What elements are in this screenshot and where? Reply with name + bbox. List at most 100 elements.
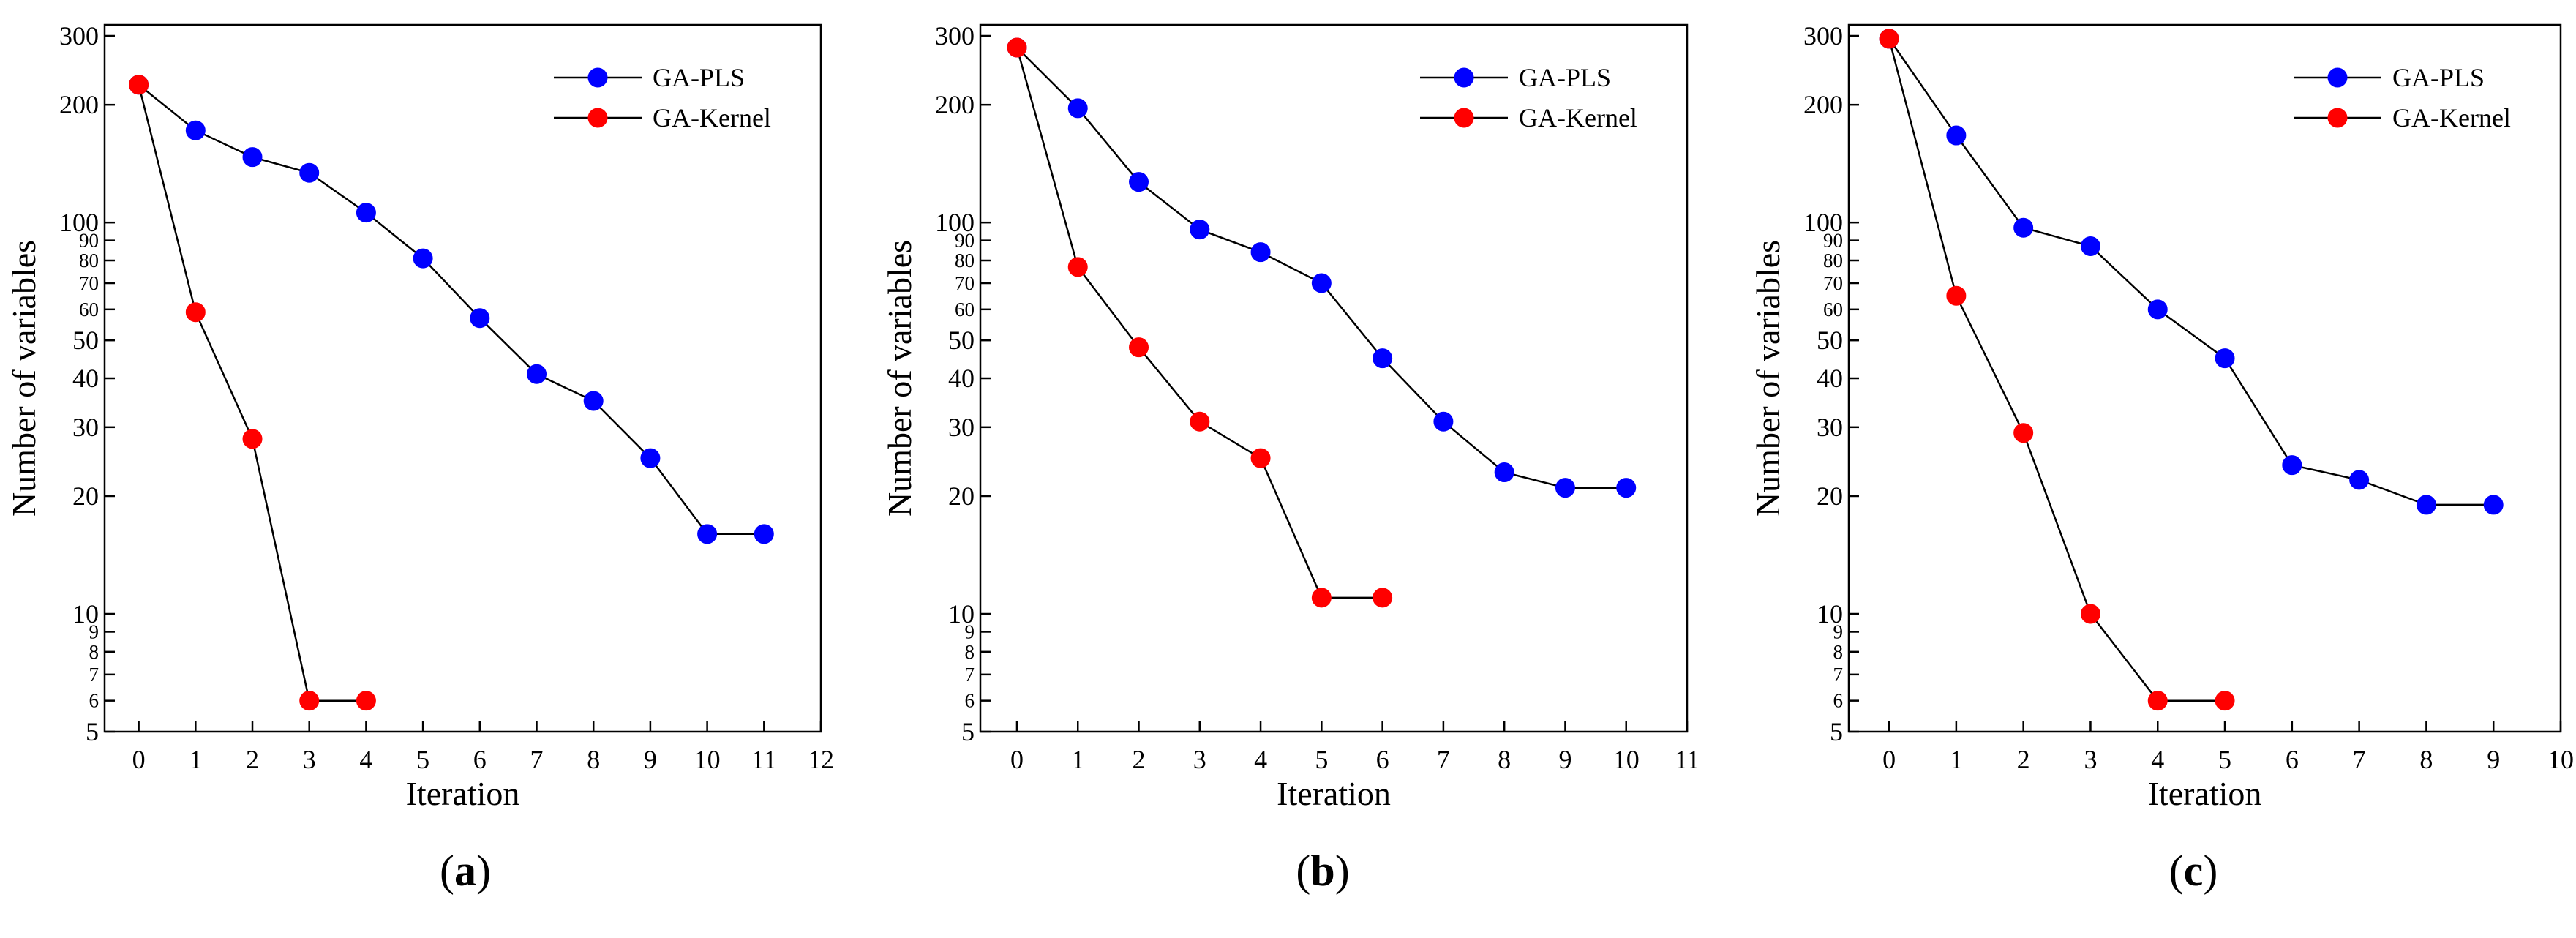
data-point-ga-pls — [697, 524, 718, 544]
x-axis: 0 1 2 3 4 5 6 7 8 9 10 11 — [1010, 721, 1700, 774]
data-point-ga-kernel — [2013, 423, 2034, 443]
y-tick-label: 300 — [59, 21, 99, 50]
y-tick-label: 5 — [961, 717, 975, 746]
data-point-ga-kernel — [1311, 588, 1332, 608]
data-point-ga-pls — [1129, 172, 1149, 192]
panel-label: (a) — [440, 847, 491, 895]
legend-marker-ga-pls — [587, 67, 608, 88]
y-tick-label: 40 — [948, 364, 975, 393]
y-tick-label: 90 — [1823, 230, 1843, 252]
data-point-ga-pls — [1616, 478, 1637, 498]
y-tick-label: 20 — [948, 481, 975, 511]
data-point-ga-kernel — [1129, 337, 1149, 358]
data-point-ga-pls — [1373, 348, 1393, 369]
x-axis: 0 1 2 3 4 5 6 7 8 9 10 — [1882, 721, 2574, 774]
y-tick-label: 100 — [59, 208, 99, 237]
data-point-ga-pls — [1250, 242, 1271, 263]
data-point-ga-pls — [2147, 299, 2168, 320]
data-point-ga-pls — [2282, 455, 2302, 476]
y-tick-label: 50 — [72, 326, 99, 355]
x-tick-label: 0 — [1010, 745, 1024, 774]
series-line-ga-pls — [138, 83, 765, 536]
y-tick-label: 8 — [965, 641, 975, 663]
data-point-ga-kernel — [1007, 37, 1027, 58]
y-tick-label: 30 — [1817, 413, 1843, 442]
x-tick-label: 7 — [530, 745, 544, 774]
y-tick-label: 6 — [965, 690, 975, 712]
x-tick-label: 11 — [751, 745, 777, 774]
data-point-ga-pls — [2013, 217, 2034, 238]
y-tick-label: 6 — [89, 690, 99, 712]
y-tick-label: 10 — [948, 599, 975, 629]
panel-label: (c) — [2169, 847, 2218, 895]
x-tick-label: 6 — [2286, 745, 2299, 774]
y-tick-label: 7 — [89, 664, 99, 686]
y-tick-label: 200 — [935, 90, 975, 119]
legend-label-ga-pls: GA-PLS — [653, 63, 745, 92]
y-tick-label: 60 — [1823, 299, 1843, 320]
y-tick-label: 5 — [1830, 717, 1843, 746]
data-point-ga-pls — [2416, 495, 2436, 515]
x-axis-title: Iteration — [1277, 775, 1391, 812]
x-tick-label: 9 — [1558, 745, 1571, 774]
data-point-ga-pls — [470, 308, 490, 329]
y-tick-label: 60 — [79, 299, 99, 320]
x-tick-label: 2 — [2017, 745, 2030, 774]
x-tick-label: 8 — [2419, 745, 2433, 774]
series-line-ga-kernel — [1015, 47, 1383, 599]
y-axis-title: Number of variables — [5, 240, 42, 517]
data-point-ga-kernel — [2147, 691, 2168, 711]
legend-label-ga-kernel: GA-Kernel — [653, 103, 771, 132]
y-tick-label: 300 — [935, 21, 975, 50]
y-tick-label: 9 — [965, 620, 975, 642]
data-point-ga-pls — [413, 248, 433, 269]
x-tick-label: 0 — [1882, 745, 1896, 774]
y-tick-label: 70 — [79, 272, 99, 294]
x-tick-label: 2 — [246, 745, 259, 774]
data-point-ga-pls — [754, 524, 774, 544]
y-tick-label: 40 — [1817, 364, 1843, 393]
legend: GA-PLS GA-Kernel — [2294, 63, 2511, 132]
legend-marker-ga-kernel — [587, 108, 608, 128]
legend: GA-PLS GA-Kernel — [554, 63, 771, 132]
x-axis-title: Iteration — [406, 775, 520, 812]
data-point-ga-kernel — [2215, 691, 2235, 711]
data-point-ga-kernel — [2080, 604, 2100, 624]
data-point-ga-pls — [640, 448, 661, 468]
legend-marker-ga-kernel — [1454, 108, 1474, 128]
data-point-ga-pls — [2483, 495, 2504, 515]
y-tick-label: 100 — [1803, 208, 1843, 237]
data-point-ga-pls — [1433, 411, 1454, 432]
data-point-ga-kernel — [1946, 285, 1967, 306]
x-tick-label: 6 — [473, 745, 487, 774]
x-axis: 0 1 2 3 4 5 6 7 8 9 10 11 12 — [132, 721, 834, 774]
data-point-ga-pls — [356, 203, 376, 223]
x-tick-label: 3 — [2084, 745, 2097, 774]
x-tick-label: 3 — [1193, 745, 1206, 774]
data-point-ga-pls — [1311, 273, 1332, 293]
x-tick-label: 1 — [1071, 745, 1084, 774]
y-tick-label: 300 — [1803, 21, 1843, 50]
data-point-ga-pls — [527, 364, 547, 384]
data-point-ga-pls — [2080, 236, 2100, 257]
data-point-ga-kernel — [1373, 588, 1393, 608]
data-point-ga-kernel — [129, 75, 149, 95]
y-tick-label: 7 — [1833, 664, 1844, 686]
data-point-ga-pls — [1494, 462, 1514, 483]
y-tick-label: 40 — [72, 364, 99, 393]
x-tick-label: 0 — [132, 745, 146, 774]
data-point-ga-kernel — [242, 429, 263, 449]
x-tick-label: 5 — [2218, 745, 2231, 774]
data-point-ga-pls — [2215, 348, 2235, 369]
legend-label-ga-kernel: GA-Kernel — [1519, 103, 1637, 132]
data-point-ga-pls — [185, 120, 206, 140]
series-line-ga-pls — [1888, 38, 2494, 506]
data-point-ga-kernel — [1067, 257, 1088, 277]
x-tick-label: 10 — [2547, 745, 2574, 774]
y-tick-label: 50 — [948, 326, 975, 355]
